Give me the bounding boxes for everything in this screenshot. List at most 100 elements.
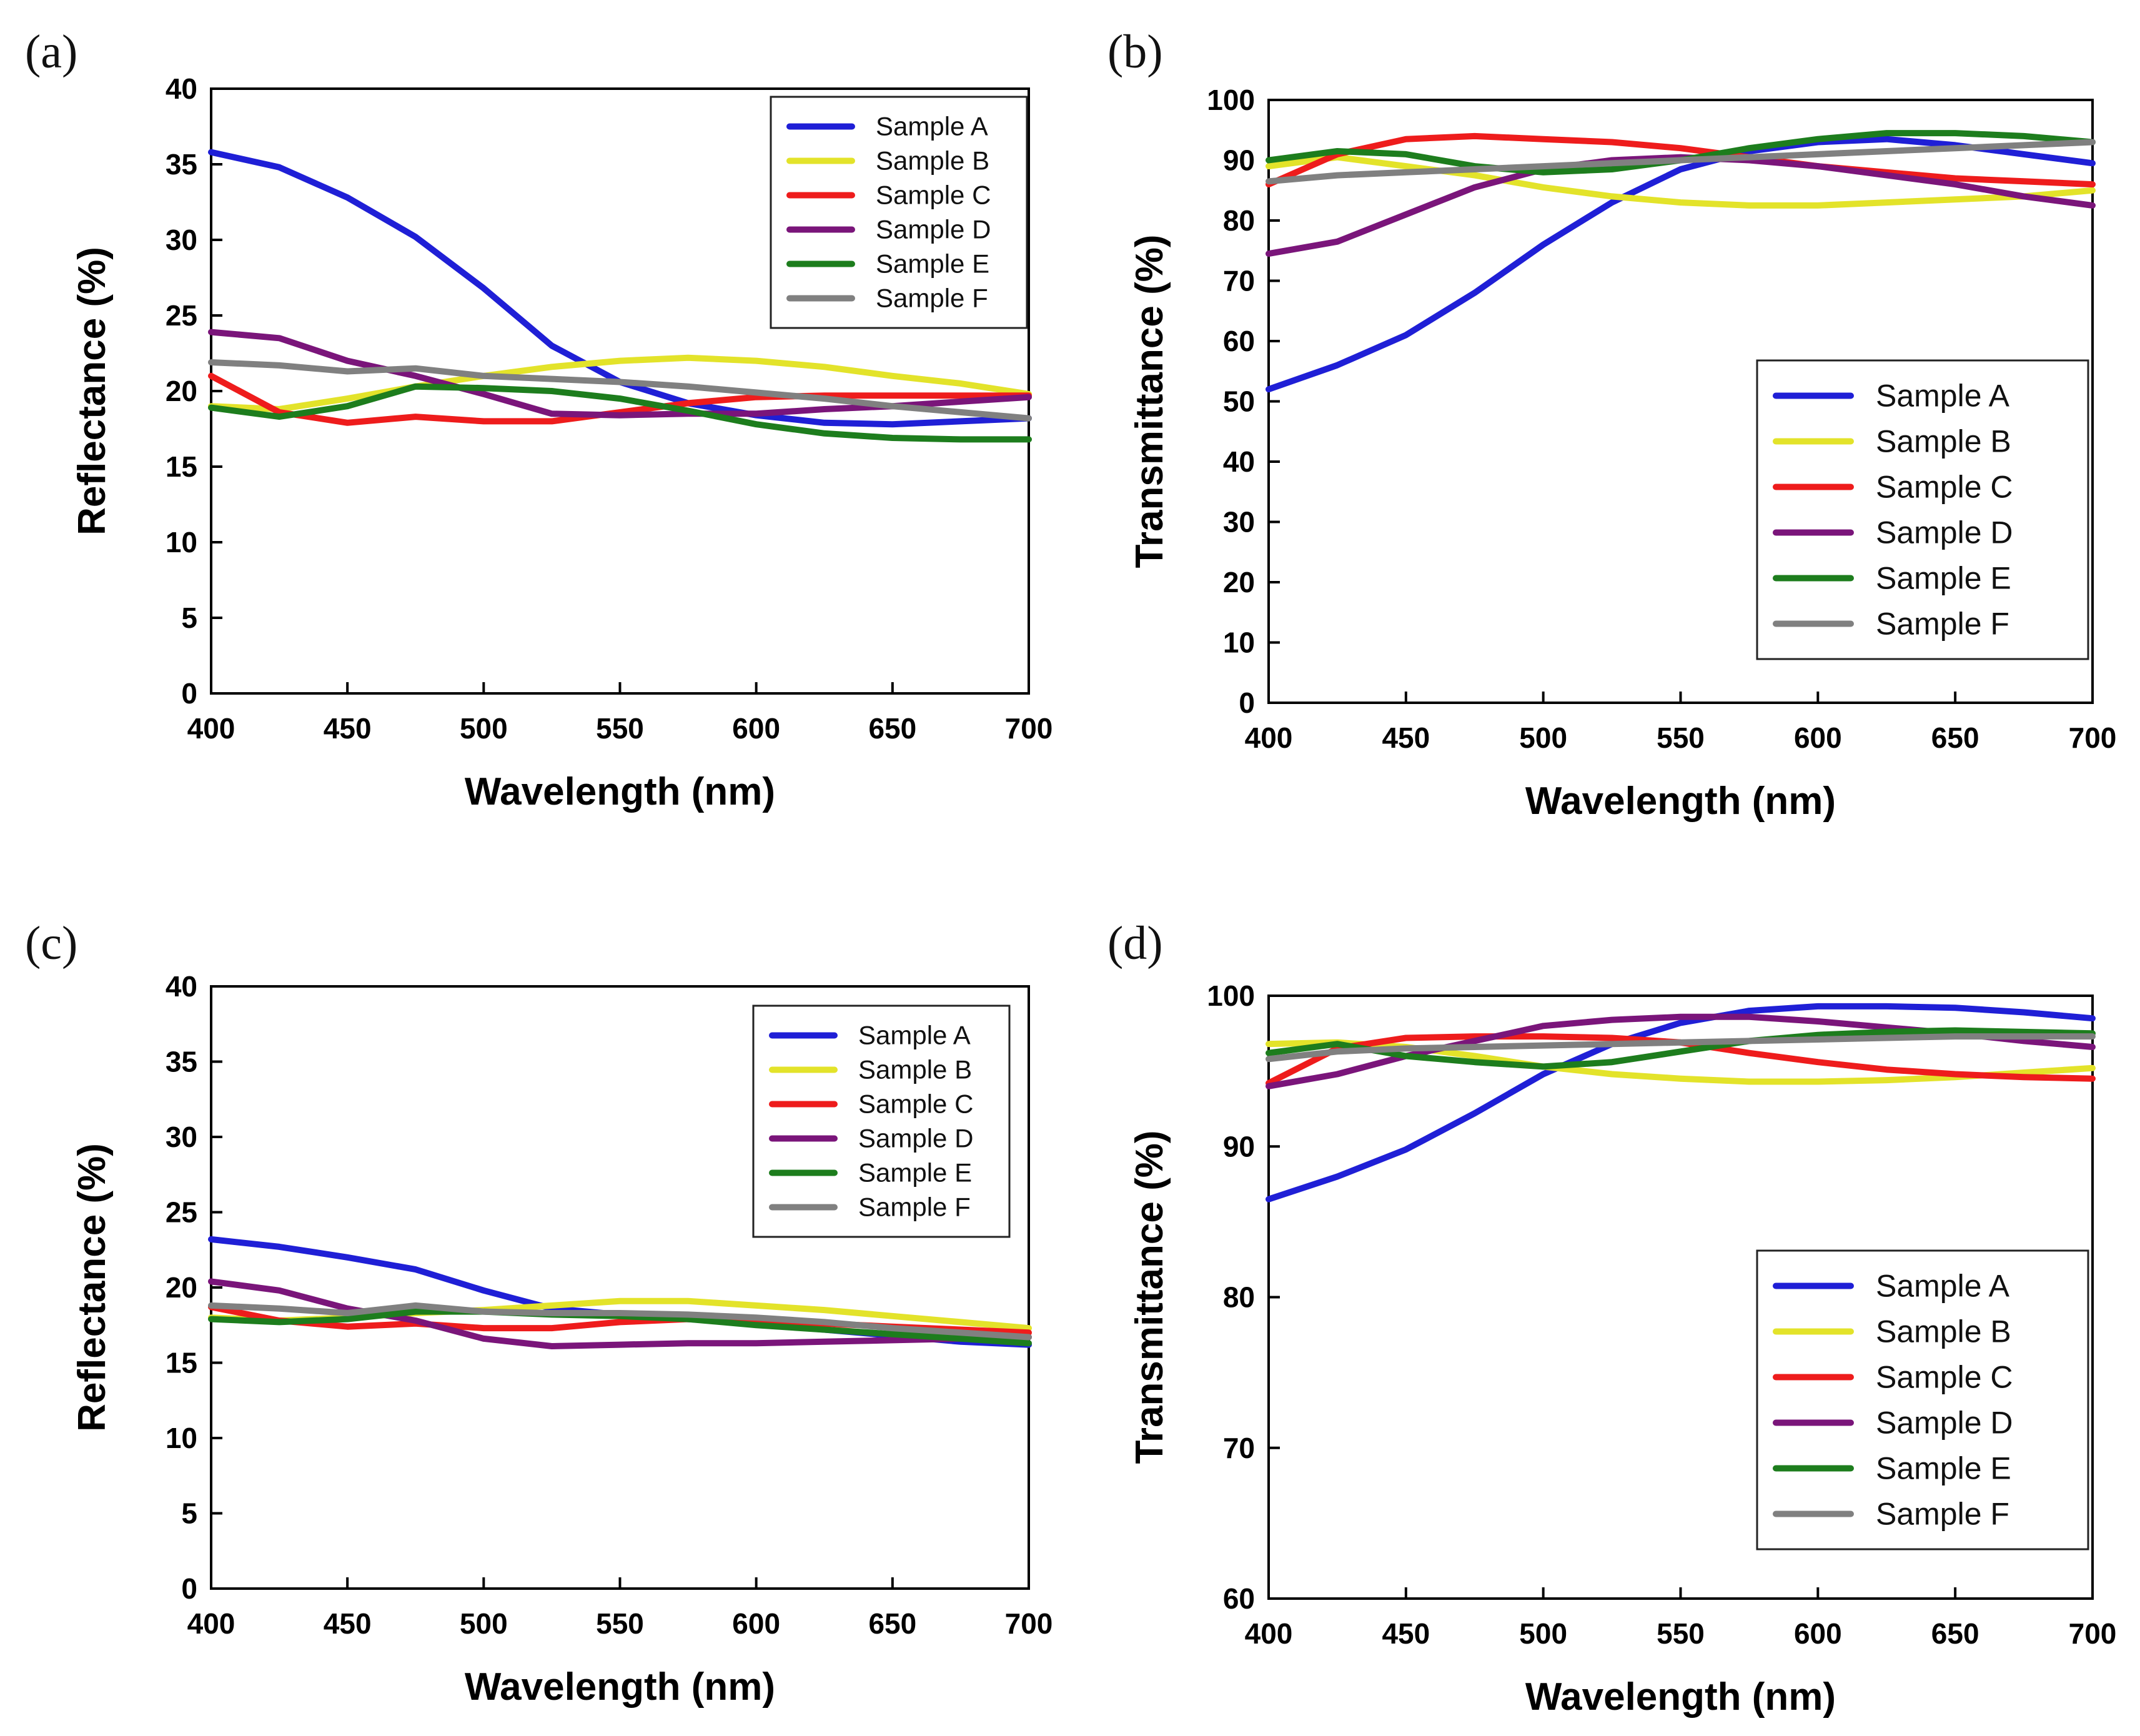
chart-a-x-tick-label: 600 [732,712,780,745]
chart-b-x-axis-title: Wavelength (nm) [1525,780,1836,823]
chart-a-x-tick-label: 400 [187,712,235,745]
chart-c-x-tick-label: 450 [324,1607,372,1640]
chart-a-y-axis-title: Reflectance (%) [71,247,114,535]
chart-b-legend-label-sample-c: Sample C [1876,470,2013,505]
chart-c-legend-label-sample-a: Sample A [858,1021,971,1050]
chart-c-series-sample-f [208,1302,1032,1341]
chart-a-y-tick-label: 25 [166,299,197,332]
chart-a-x-axis-title: Wavelength (nm) [465,770,775,813]
chart-b-x-tick-label: 500 [1519,722,1567,754]
chart-b-x-tick-label: 600 [1794,722,1842,754]
chart-b-legend-label-sample-d: Sample D [1876,515,2013,550]
chart-c-y-tick-label: 20 [166,1271,197,1304]
chart-c-y-tick-label: 5 [181,1497,197,1530]
panel-label-b: (b) [1107,26,1163,78]
chart-a: 400 450 500 550 600 650 700 0 5 10 15 20 25 30 35 40 Wav… [71,72,1053,813]
chart-c: 400 450 500 550 600 650 700 0 5 10 15 20 25 30 35 40 Wav… [71,970,1053,1709]
chart-b: 400 450 500 550 600 650 700 0 10 20 30 40 50 60 70 80 90… [1128,84,2117,823]
chart-a-x-tick-label: 450 [324,712,372,745]
chart-b-y-tick-label: 20 [1223,566,1255,598]
chart-b-y-tick-label: 40 [1223,445,1255,478]
chart-c-x-tick-label: 700 [1005,1607,1053,1640]
chart-d-series-sample-e [1266,1027,2096,1070]
chart-c-x-tick-label: 550 [596,1607,644,1640]
chart-d: 400 450 500 550 600 650 700 60 70 80 90 100 Waveleng… [1128,980,2116,1719]
chart-d-y-tick-label: 70 [1223,1432,1255,1464]
chart-b-legend-label-sample-e: Sample E [1876,561,2011,596]
chart-a-y-tick-label: 0 [181,677,197,710]
chart-b-y-tick-label: 0 [1239,687,1255,719]
chart-c-x-tick-label: 600 [732,1607,780,1640]
chart-a-y-tick-label: 30 [166,224,197,256]
chart-b-legend-label-sample-b: Sample B [1876,424,2011,459]
chart-c-y-tick-label: 0 [181,1572,197,1605]
panel-c: (c) 400 450 500 550 600 650 700 0 5 10 15 20 25 30 35 4… [0,866,1070,1733]
chart-a-x-tick-label: 550 [596,712,644,745]
chart-d-x-tick-label: 550 [1657,1617,1705,1650]
chart-b-series-sample-f [1266,139,2096,185]
chart-a-legend-label-sample-c: Sample C [876,181,991,210]
chart-d-x-tick-label: 450 [1382,1617,1430,1650]
chart-b-series-sample-c [1266,132,2096,188]
chart-d-legend-label-sample-c: Sample C [1876,1360,2013,1395]
chart-b-x-tick-label: 650 [1931,722,1979,754]
chart-c-x-tick-label: 650 [868,1607,916,1640]
chart-c-legend-label-sample-f: Sample F [858,1193,971,1222]
panel-label-a: (a) [25,26,78,78]
chart-c-y-tick-label: 15 [166,1347,197,1379]
chart-b-y-tick-label: 10 [1223,627,1255,659]
chart-a-legend-label-sample-d: Sample D [876,215,991,244]
chart-a-series-sample-e [208,383,1032,443]
chart-b-y-axis-title: Transmittance (%) [1128,234,1171,568]
chart-a-legend-label-sample-e: Sample E [876,249,989,279]
chart-c-y-tick-label: 35 [166,1046,197,1078]
panel-b: (b) 400 450 500 550 600 650 700 0 10 20 30 40 50 60 70… [1070,0,2140,866]
chart-a-legend-box [770,96,1028,329]
chart-a-y-tick-label: 40 [166,72,197,105]
chart-a-y-tick-label: 20 [166,375,197,407]
chart-d-y-tick-label: 80 [1223,1281,1255,1314]
chart-d-y-tick-label: 100 [1207,980,1255,1012]
chart-c-legend-box [752,1004,1011,1238]
chart-d-series-sample-f [1266,1033,2096,1063]
chart-d-series-sample-a [1266,1003,2096,1203]
chart-d-x-tick-label: 650 [1931,1617,1979,1650]
chart-d-x-tick-label: 600 [1794,1617,1842,1650]
chart-b-x-tick-label: 700 [2069,722,2117,754]
chart-d-legend-label-sample-d: Sample D [1876,1406,2013,1441]
chart-a-x-tick-label: 650 [868,712,916,745]
chart-d-x-tick-label: 400 [1245,1617,1293,1650]
chart-c-x-tick-label: 400 [187,1607,235,1640]
chart-b-legend-label-sample-f: Sample F [1876,607,2009,642]
chart-b-x-tick-label: 550 [1657,722,1705,754]
chart-d-x-tick-label: 500 [1519,1617,1567,1650]
chart-c-y-tick-label: 10 [166,1422,197,1454]
chart-d-x-axis-title: Wavelength (nm) [1525,1675,1836,1719]
chart-d-legend-box [1756,1249,2089,1550]
chart-d-legend-label-sample-f: Sample F [1876,1497,2009,1532]
chart-b-legend-box [1756,359,2089,660]
chart-a-series-sample-b [208,354,1032,412]
chart-b-y-tick-label: 60 [1223,325,1255,357]
chart-a-y-tick-label: 15 [166,450,197,483]
chart-c-x-axis-title: Wavelength (nm) [465,1665,775,1709]
chart-c-y-axis-title: Reflectance (%) [71,1143,114,1432]
chart-a-legend-label-sample-b: Sample B [876,146,989,176]
panel-label-d: (d) [1107,917,1163,970]
chart-c-y-tick-label: 25 [166,1196,197,1229]
chart-b-y-tick-label: 80 [1223,204,1255,237]
chart-d-y-axis-title: Transmittance (%) [1128,1130,1171,1464]
chart-b-x-tick-label: 400 [1245,722,1293,754]
chart-b-y-tick-label: 90 [1223,144,1255,177]
chart-a-x-tick-label: 500 [460,712,508,745]
chart-b-y-tick-label: 70 [1223,265,1255,297]
chart-a-y-tick-label: 5 [181,602,197,634]
chart-b-y-tick-label: 100 [1207,84,1255,116]
chart-b-series-sample-b [1266,154,2096,209]
chart-c-y-tick-label: 30 [166,1121,197,1153]
chart-c-legend-label-sample-d: Sample D [858,1124,973,1153]
chart-a-x-tick-label: 700 [1005,712,1053,745]
chart-b-legend-label-sample-a: Sample A [1876,379,2010,414]
chart-d-legend-label-sample-a: Sample A [1876,1269,2010,1304]
chart-c-legend-label-sample-b: Sample B [858,1055,972,1084]
